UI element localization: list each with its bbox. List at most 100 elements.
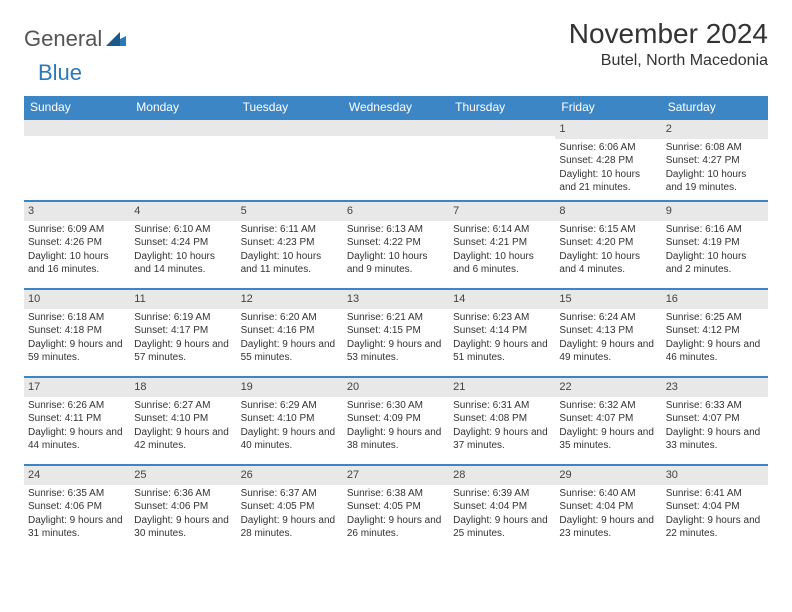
calendar-cell: 21Sunrise: 6:31 AMSunset: 4:08 PMDayligh… bbox=[449, 376, 555, 464]
sunset-text: Sunset: 4:15 PM bbox=[347, 324, 445, 338]
day-body: Sunrise: 6:40 AMSunset: 4:04 PMDaylight:… bbox=[555, 485, 661, 545]
day-body: Sunrise: 6:10 AMSunset: 4:24 PMDaylight:… bbox=[130, 221, 236, 281]
day-number: 23 bbox=[662, 376, 768, 397]
day-number: 3 bbox=[24, 200, 130, 221]
day-body: Sunrise: 6:11 AMSunset: 4:23 PMDaylight:… bbox=[237, 221, 343, 281]
day-number: 10 bbox=[24, 288, 130, 309]
calendar-cell: 27Sunrise: 6:38 AMSunset: 4:05 PMDayligh… bbox=[343, 464, 449, 552]
daylight-text: Daylight: 9 hours and 37 minutes. bbox=[453, 426, 551, 453]
day-number: 26 bbox=[237, 464, 343, 485]
sunset-text: Sunset: 4:24 PM bbox=[134, 236, 232, 250]
location-label: Butel, North Macedonia bbox=[569, 52, 768, 70]
day-number: 17 bbox=[24, 376, 130, 397]
sunset-text: Sunset: 4:05 PM bbox=[241, 500, 339, 514]
day-number: 9 bbox=[662, 200, 768, 221]
sunset-text: Sunset: 4:06 PM bbox=[134, 500, 232, 514]
day-body: Sunrise: 6:06 AMSunset: 4:28 PMDaylight:… bbox=[555, 139, 661, 199]
calendar-week: 17Sunrise: 6:26 AMSunset: 4:11 PMDayligh… bbox=[24, 376, 768, 464]
daylight-text: Daylight: 9 hours and 40 minutes. bbox=[241, 426, 339, 453]
daylight-text: Daylight: 10 hours and 6 minutes. bbox=[453, 250, 551, 277]
empty-day bbox=[449, 118, 555, 136]
calendar-week: 1Sunrise: 6:06 AMSunset: 4:28 PMDaylight… bbox=[24, 118, 768, 200]
sunrise-text: Sunrise: 6:18 AM bbox=[28, 311, 126, 325]
day-body: Sunrise: 6:33 AMSunset: 4:07 PMDaylight:… bbox=[662, 397, 768, 457]
sunrise-text: Sunrise: 6:27 AM bbox=[134, 399, 232, 413]
day-body: Sunrise: 6:37 AMSunset: 4:05 PMDaylight:… bbox=[237, 485, 343, 545]
day-number: 21 bbox=[449, 376, 555, 397]
sunset-text: Sunset: 4:09 PM bbox=[347, 412, 445, 426]
sunrise-text: Sunrise: 6:24 AM bbox=[559, 311, 657, 325]
calendar-cell bbox=[343, 118, 449, 200]
day-number: 25 bbox=[130, 464, 236, 485]
calendar-cell: 17Sunrise: 6:26 AMSunset: 4:11 PMDayligh… bbox=[24, 376, 130, 464]
daylight-text: Daylight: 9 hours and 59 minutes. bbox=[28, 338, 126, 365]
sunrise-text: Sunrise: 6:40 AM bbox=[559, 487, 657, 501]
daylight-text: Daylight: 9 hours and 25 minutes. bbox=[453, 514, 551, 541]
calendar-body: 1Sunrise: 6:06 AMSunset: 4:28 PMDaylight… bbox=[24, 118, 768, 552]
daylight-text: Daylight: 9 hours and 49 minutes. bbox=[559, 338, 657, 365]
sunset-text: Sunset: 4:08 PM bbox=[453, 412, 551, 426]
sunrise-text: Sunrise: 6:20 AM bbox=[241, 311, 339, 325]
title-block: November 2024 Butel, North Macedonia bbox=[569, 18, 768, 70]
calendar-cell: 19Sunrise: 6:29 AMSunset: 4:10 PMDayligh… bbox=[237, 376, 343, 464]
sunrise-text: Sunrise: 6:30 AM bbox=[347, 399, 445, 413]
day-body: Sunrise: 6:36 AMSunset: 4:06 PMDaylight:… bbox=[130, 485, 236, 545]
calendar-cell: 11Sunrise: 6:19 AMSunset: 4:17 PMDayligh… bbox=[130, 288, 236, 376]
sunrise-text: Sunrise: 6:36 AM bbox=[134, 487, 232, 501]
sunset-text: Sunset: 4:26 PM bbox=[28, 236, 126, 250]
day-number: 30 bbox=[662, 464, 768, 485]
day-body: Sunrise: 6:30 AMSunset: 4:09 PMDaylight:… bbox=[343, 397, 449, 457]
daylight-text: Daylight: 9 hours and 28 minutes. bbox=[241, 514, 339, 541]
day-body: Sunrise: 6:25 AMSunset: 4:12 PMDaylight:… bbox=[662, 309, 768, 369]
calendar-table: SundayMondayTuesdayWednesdayThursdayFrid… bbox=[24, 96, 768, 552]
day-header: Thursday bbox=[449, 96, 555, 118]
sunrise-text: Sunrise: 6:29 AM bbox=[241, 399, 339, 413]
sunset-text: Sunset: 4:23 PM bbox=[241, 236, 339, 250]
calendar-cell: 18Sunrise: 6:27 AMSunset: 4:10 PMDayligh… bbox=[130, 376, 236, 464]
day-body: Sunrise: 6:27 AMSunset: 4:10 PMDaylight:… bbox=[130, 397, 236, 457]
day-number: 1 bbox=[555, 118, 661, 139]
sunrise-text: Sunrise: 6:11 AM bbox=[241, 223, 339, 237]
daylight-text: Daylight: 9 hours and 55 minutes. bbox=[241, 338, 339, 365]
sunrise-text: Sunrise: 6:10 AM bbox=[134, 223, 232, 237]
day-number: 4 bbox=[130, 200, 236, 221]
logo-text-general: General bbox=[24, 26, 102, 52]
day-body: Sunrise: 6:41 AMSunset: 4:04 PMDaylight:… bbox=[662, 485, 768, 545]
daylight-text: Daylight: 9 hours and 53 minutes. bbox=[347, 338, 445, 365]
logo: General bbox=[24, 18, 128, 52]
daylight-text: Daylight: 10 hours and 14 minutes. bbox=[134, 250, 232, 277]
sunset-text: Sunset: 4:04 PM bbox=[666, 500, 764, 514]
day-number: 19 bbox=[237, 376, 343, 397]
daylight-text: Daylight: 9 hours and 44 minutes. bbox=[28, 426, 126, 453]
day-header: Monday bbox=[130, 96, 236, 118]
logo-text-blue: Blue bbox=[38, 60, 82, 86]
day-header: Sunday bbox=[24, 96, 130, 118]
daylight-text: Daylight: 10 hours and 19 minutes. bbox=[666, 168, 764, 195]
calendar-week: 3Sunrise: 6:09 AMSunset: 4:26 PMDaylight… bbox=[24, 200, 768, 288]
day-number: 28 bbox=[449, 464, 555, 485]
sunset-text: Sunset: 4:16 PM bbox=[241, 324, 339, 338]
daylight-text: Daylight: 10 hours and 16 minutes. bbox=[28, 250, 126, 277]
sunset-text: Sunset: 4:05 PM bbox=[347, 500, 445, 514]
sunset-text: Sunset: 4:06 PM bbox=[28, 500, 126, 514]
sunset-text: Sunset: 4:17 PM bbox=[134, 324, 232, 338]
calendar-cell: 10Sunrise: 6:18 AMSunset: 4:18 PMDayligh… bbox=[24, 288, 130, 376]
day-number: 15 bbox=[555, 288, 661, 309]
day-body: Sunrise: 6:26 AMSunset: 4:11 PMDaylight:… bbox=[24, 397, 130, 457]
day-body: Sunrise: 6:08 AMSunset: 4:27 PMDaylight:… bbox=[662, 139, 768, 199]
day-body: Sunrise: 6:32 AMSunset: 4:07 PMDaylight:… bbox=[555, 397, 661, 457]
calendar-cell bbox=[449, 118, 555, 200]
calendar-cell: 24Sunrise: 6:35 AMSunset: 4:06 PMDayligh… bbox=[24, 464, 130, 552]
calendar-cell: 8Sunrise: 6:15 AMSunset: 4:20 PMDaylight… bbox=[555, 200, 661, 288]
day-body: Sunrise: 6:15 AMSunset: 4:20 PMDaylight:… bbox=[555, 221, 661, 281]
sunset-text: Sunset: 4:07 PM bbox=[559, 412, 657, 426]
daylight-text: Daylight: 10 hours and 21 minutes. bbox=[559, 168, 657, 195]
day-number: 18 bbox=[130, 376, 236, 397]
sunset-text: Sunset: 4:19 PM bbox=[666, 236, 764, 250]
day-number: 13 bbox=[343, 288, 449, 309]
calendar-cell: 13Sunrise: 6:21 AMSunset: 4:15 PMDayligh… bbox=[343, 288, 449, 376]
daylight-text: Daylight: 9 hours and 22 minutes. bbox=[666, 514, 764, 541]
calendar-cell: 16Sunrise: 6:25 AMSunset: 4:12 PMDayligh… bbox=[662, 288, 768, 376]
day-body: Sunrise: 6:38 AMSunset: 4:05 PMDaylight:… bbox=[343, 485, 449, 545]
month-title: November 2024 bbox=[569, 18, 768, 50]
